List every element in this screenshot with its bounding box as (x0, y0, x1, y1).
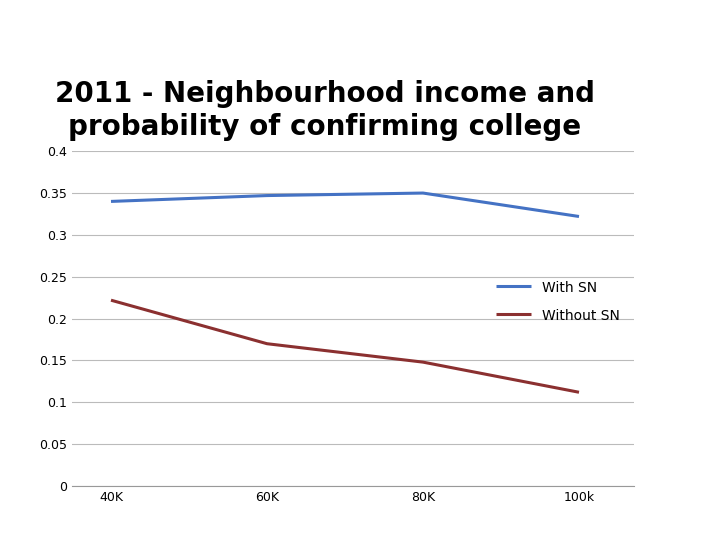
Without SN (575, 389, 583, 395)
With SN (107, 198, 115, 205)
Legend: With SN, Without SN: With SN, Without SN (489, 274, 626, 330)
Without SN (263, 340, 271, 347)
With SN (263, 192, 271, 199)
Line: Without SN: Without SN (111, 300, 579, 392)
Without SN (418, 359, 427, 366)
Title: 2011 - Neighbourhood income and
probability of confirming college: 2011 - Neighbourhood income and probabil… (55, 80, 595, 140)
With SN (575, 213, 583, 220)
With SN (418, 190, 427, 197)
Line: With SN: With SN (111, 193, 579, 217)
Without SN (107, 297, 115, 303)
